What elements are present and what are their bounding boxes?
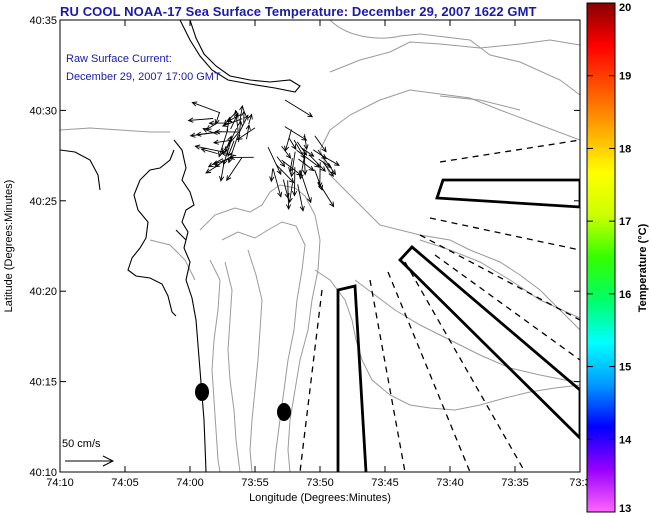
x-tick-label: 74:00 [176,477,204,489]
current-vector [245,124,251,140]
y-tick-label: 40:30 [29,105,57,117]
radar-beam-edges [299,139,580,472]
x-tick-label: 73:50 [306,477,334,489]
y-tick-label: 40:15 [29,377,57,389]
current-vector [269,168,275,183]
current-vector [195,131,222,137]
current-vector [301,147,315,157]
colorbar-tick-label: 18 [619,143,631,155]
y-axis-label: Latitude (Degrees:Minutes) [3,180,15,313]
current-vector [281,145,292,159]
map-features [60,20,580,472]
current-vector [247,113,253,125]
x-axis-ticks: 74:10 74:05 74:00 73:55 73:50 73:45 73:40 73:35… [46,20,591,489]
current-vector [314,135,327,153]
y-tick-label: 40:10 [29,467,57,479]
current-vector [238,114,249,133]
map-title: RU COOL NOAA-17 Sea Surface Temperature:… [60,4,537,19]
current-vector [194,144,225,153]
bathymetry-contours [60,20,580,472]
current-vector [302,148,308,176]
colorbar-tick-label: 20 [619,2,631,14]
current-vector [191,101,221,114]
current-vector [288,158,294,173]
x-axis-label: Longitude (Degrees:Minutes) [249,492,391,504]
current-vector [220,151,237,157]
current-vector [281,159,302,176]
current-vector [317,149,337,176]
current-vector [275,164,295,184]
current-vector [187,117,214,123]
current-vector [217,129,229,158]
current-vector [314,169,323,191]
current-vector [297,184,305,212]
radar-beams [336,178,580,472]
current-vector [285,180,292,211]
current-vector [237,120,243,143]
colorbar-tick-label: 17 [619,216,631,228]
current-label-line2: December 29, 2007 17:00 GMT [66,71,221,83]
x-tick-label: 74:10 [46,477,74,489]
y-tick-label: 40:35 [29,15,57,27]
x-tick-label: 73:40 [436,477,464,489]
colorbar-tick-label: 19 [619,71,631,83]
colorbar-tick-label: 14 [619,434,632,446]
current-vector [291,167,298,197]
current-vector [212,139,231,145]
buoy-marker-2 [277,403,291,421]
current-vector [267,146,282,176]
current-vector [289,151,296,178]
current-vector [276,156,286,168]
x-tick-label: 73:45 [371,477,399,489]
current-vector [293,139,306,160]
current-label-line1: Raw Surface Current: [66,53,172,65]
current-vector [288,138,297,151]
y-tick-label: 40:20 [29,286,57,298]
colorbar-tick-label: 13 [619,503,631,515]
current-vector [298,158,315,172]
current-vector [308,154,326,172]
colorbar-ticks: 20 19 18 17 16 15 14 13 [587,2,632,515]
current-vector [207,158,223,168]
y-tick-label: 40:25 [29,196,57,208]
current-vector [299,169,312,204]
current-vector [233,109,239,132]
current-vector [212,157,233,166]
scale-label: 50 cm/s [62,438,101,450]
current-vector [219,162,225,182]
current-vector [284,99,314,118]
x-tick-label: 74:05 [111,477,139,489]
current-vector [296,149,321,168]
colorbar-tick-label: 16 [619,289,631,301]
current-vector [312,149,328,160]
current-vector [284,126,308,141]
scale-arrow [65,455,115,467]
current-vector [226,116,232,131]
colorbar-tick-label: 15 [619,362,631,374]
current-vectors [187,99,340,212]
colorbar-label: Temperature (°C) [637,223,649,312]
x-tick-label: 73:55 [241,477,269,489]
current-vector [226,157,243,182]
x-tick-label: 73:3 [569,477,590,489]
current-vector [202,127,218,135]
current-vector [239,104,245,122]
current-vector [214,111,221,125]
current-vector [227,140,235,158]
current-vector [226,135,233,147]
current-vector [303,134,309,151]
buoy-marker-1 [195,383,209,401]
x-tick-label: 73:35 [501,477,529,489]
current-vector [241,110,247,123]
y-axis-ticks: 40:35 40:30 40:25 40:20 40:15 40:10 [29,15,580,479]
current-vector [200,147,218,155]
current-vector [272,168,283,198]
colorbar [586,2,616,513]
